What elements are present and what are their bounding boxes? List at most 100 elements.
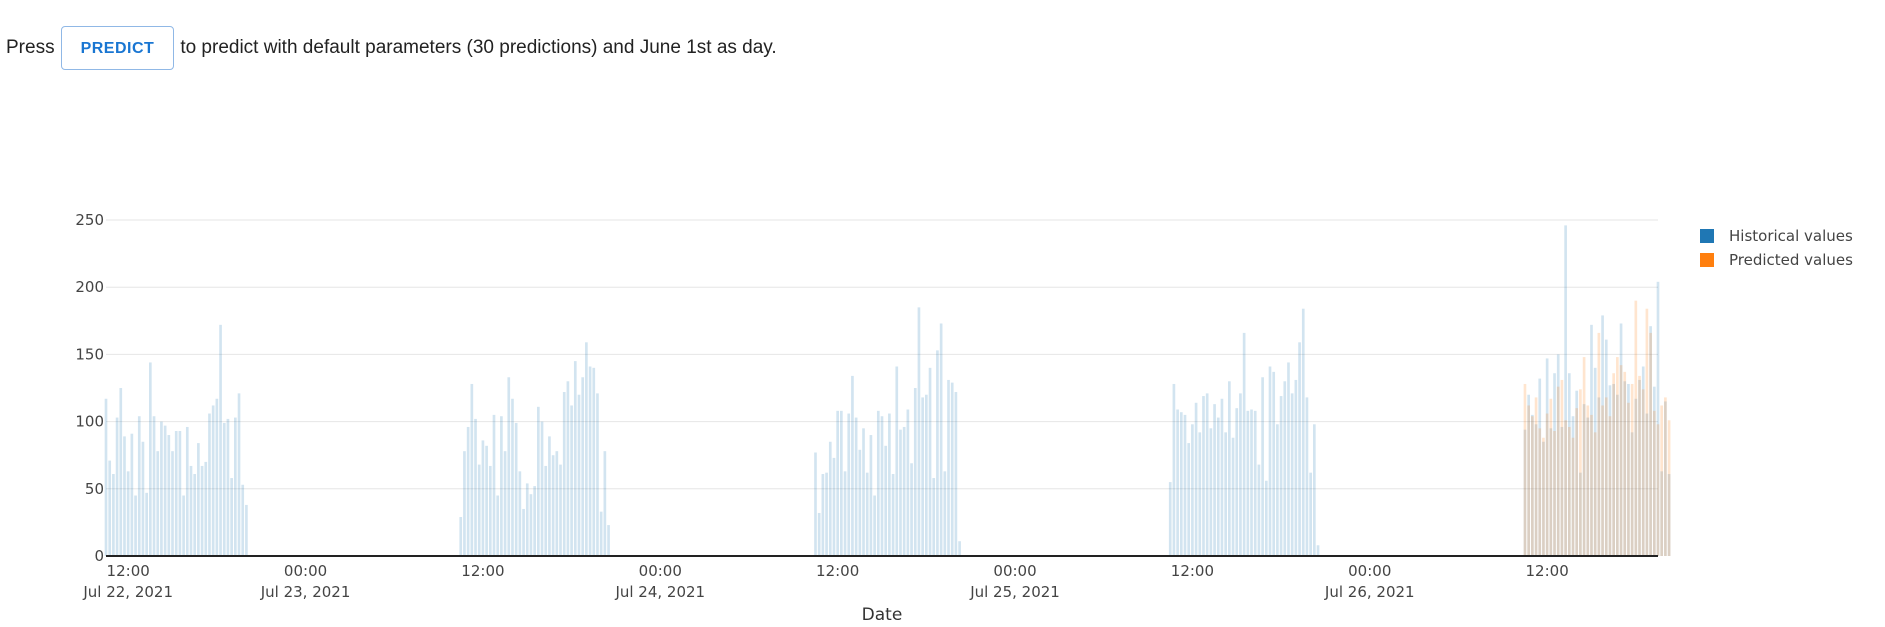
bar[interactable] — [1660, 471, 1664, 556]
bar[interactable] — [1560, 426, 1564, 556]
bar[interactable] — [891, 474, 895, 556]
bar[interactable] — [570, 405, 573, 556]
bar[interactable] — [1549, 398, 1553, 556]
bar[interactable] — [925, 394, 928, 556]
bar[interactable] — [954, 392, 958, 556]
bar[interactable] — [533, 486, 536, 556]
bar[interactable] — [237, 393, 241, 556]
bar[interactable] — [1601, 405, 1604, 556]
bar[interactable] — [1623, 371, 1627, 556]
bar[interactable] — [1623, 381, 1627, 556]
bar[interactable] — [1298, 342, 1301, 556]
bar[interactable] — [1571, 437, 1575, 556]
bar[interactable] — [1619, 323, 1623, 556]
bar[interactable] — [485, 445, 488, 556]
bar[interactable] — [1534, 397, 1538, 556]
bar[interactable] — [921, 397, 924, 556]
bar[interactable] — [1586, 417, 1590, 556]
bar[interactable] — [137, 416, 141, 556]
bar[interactable] — [1579, 472, 1582, 556]
bar[interactable] — [884, 445, 888, 556]
bar[interactable] — [832, 457, 836, 556]
bar[interactable] — [1283, 381, 1287, 556]
bar[interactable] — [156, 451, 160, 556]
bar[interactable] — [1634, 300, 1638, 556]
bar[interactable] — [1586, 405, 1590, 556]
bar[interactable] — [1290, 393, 1294, 556]
bar[interactable] — [917, 307, 921, 556]
bar[interactable] — [1556, 354, 1560, 556]
bar[interactable] — [1523, 383, 1527, 556]
bar[interactable] — [234, 417, 237, 556]
bar[interactable] — [851, 375, 854, 556]
bar[interactable] — [1664, 397, 1667, 556]
bar[interactable] — [596, 393, 599, 556]
bar[interactable] — [171, 451, 174, 556]
bar[interactable] — [1567, 426, 1571, 556]
bar[interactable] — [141, 441, 145, 556]
bar[interactable] — [1627, 402, 1630, 556]
bar[interactable] — [1590, 324, 1593, 556]
bar[interactable] — [562, 392, 566, 556]
bar[interactable] — [503, 451, 507, 556]
bar[interactable] — [185, 426, 189, 556]
bar[interactable] — [492, 414, 496, 556]
bar[interactable] — [178, 431, 182, 556]
bar[interactable] — [588, 366, 592, 557]
bar[interactable] — [208, 413, 211, 556]
bar[interactable] — [873, 495, 876, 556]
bar[interactable] — [1179, 412, 1183, 556]
bar[interactable] — [1545, 358, 1549, 556]
bar[interactable] — [126, 471, 130, 556]
bar[interactable] — [1660, 405, 1664, 556]
bar[interactable] — [507, 377, 511, 556]
bar[interactable] — [167, 435, 171, 556]
bar[interactable] — [1257, 464, 1261, 556]
bar[interactable] — [500, 416, 503, 556]
bar[interactable] — [1534, 424, 1538, 556]
bar[interactable] — [1597, 332, 1601, 556]
bar[interactable] — [1604, 339, 1608, 556]
bar[interactable] — [241, 484, 245, 556]
bar[interactable] — [1239, 393, 1242, 556]
bar[interactable] — [1202, 396, 1205, 556]
bar[interactable] — [1667, 474, 1671, 556]
bar[interactable] — [1564, 420, 1567, 556]
bar[interactable] — [880, 416, 884, 556]
bar[interactable] — [149, 362, 152, 556]
bar[interactable] — [1641, 389, 1645, 556]
bar[interactable] — [470, 383, 474, 556]
bar[interactable] — [1612, 373, 1615, 556]
bar[interactable] — [522, 508, 525, 556]
bar[interactable] — [1228, 381, 1231, 556]
bar[interactable] — [1216, 417, 1220, 556]
bar[interactable] — [1242, 332, 1246, 556]
bar[interactable] — [858, 449, 862, 556]
bar[interactable] — [115, 417, 119, 556]
bar[interactable] — [1542, 441, 1545, 556]
bar[interactable] — [1246, 410, 1250, 556]
bar[interactable] — [814, 452, 817, 556]
bar[interactable] — [573, 361, 577, 556]
bar[interactable] — [160, 421, 163, 556]
bar[interactable] — [947, 379, 950, 556]
bar[interactable] — [211, 405, 215, 556]
bar[interactable] — [1627, 383, 1630, 556]
bar[interactable] — [1194, 402, 1198, 556]
bar[interactable] — [104, 398, 108, 556]
bar[interactable] — [1582, 404, 1586, 556]
bar[interactable] — [1593, 432, 1597, 556]
bar[interactable] — [577, 394, 581, 556]
bar[interactable] — [189, 465, 193, 556]
bar[interactable] — [1527, 394, 1530, 556]
bar[interactable] — [581, 377, 585, 556]
bar[interactable] — [865, 472, 869, 556]
bar[interactable] — [1575, 408, 1579, 556]
bar[interactable] — [555, 451, 559, 556]
bar[interactable] — [108, 460, 112, 556]
bar[interactable] — [1253, 410, 1257, 556]
bar[interactable] — [245, 504, 248, 556]
bar[interactable] — [1531, 416, 1534, 556]
bar[interactable] — [566, 381, 570, 556]
bar[interactable] — [1220, 398, 1224, 556]
